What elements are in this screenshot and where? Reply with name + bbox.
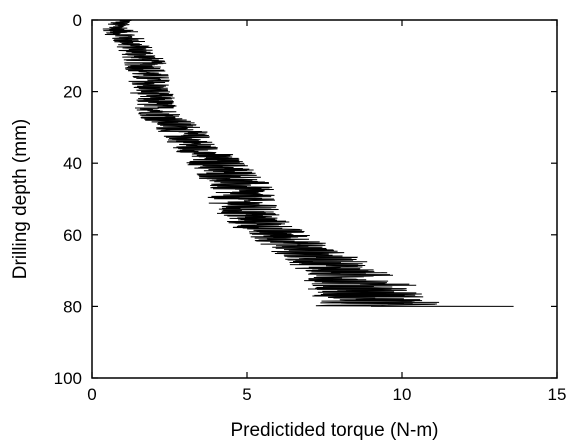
plot-frame	[91, 19, 558, 379]
plot-area	[102, 19, 514, 307]
y-tick-label: 100	[54, 369, 82, 388]
x-tick-label: 0	[87, 385, 96, 404]
y-tick-label: 80	[63, 297, 82, 316]
y-axis-label: Drilling depth (mm)	[10, 119, 31, 279]
y-tick-label: 0	[73, 11, 82, 30]
x-axis-label: Predictided torque (N-m)	[230, 420, 438, 441]
x-tick-label: 15	[548, 385, 567, 404]
torque-series-line	[102, 19, 514, 307]
y-tick-label: 40	[63, 154, 82, 173]
y-tick-label: 20	[63, 83, 82, 102]
x-tick-label: 5	[242, 385, 251, 404]
y-tick-label: 60	[63, 226, 82, 245]
x-tick-label: 10	[393, 385, 412, 404]
